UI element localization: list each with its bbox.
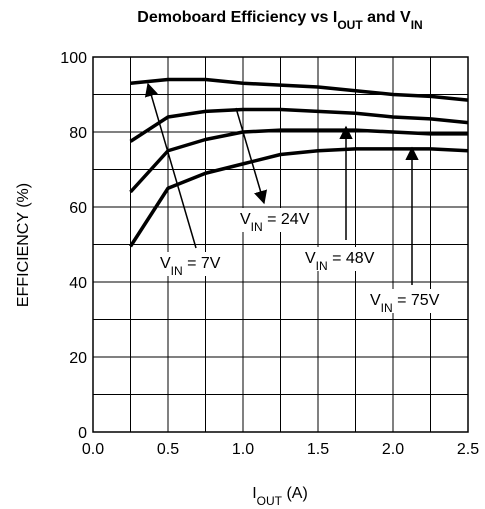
subscript: OUT — [337, 18, 363, 32]
y-tick-label: 60 — [69, 200, 87, 217]
y-tick-label: 100 — [60, 50, 87, 67]
text-part: V — [160, 255, 171, 272]
x-tick-label: 1.0 — [232, 441, 254, 458]
arrow — [235, 107, 268, 205]
subscript: IN — [411, 18, 423, 32]
subscript: IN — [316, 259, 328, 273]
x-tick-label: 2.0 — [382, 441, 404, 458]
x-axis-label: IOUT (A) — [252, 485, 308, 508]
x-tick-label: 0.0 — [82, 441, 104, 458]
annotation-bg — [237, 208, 313, 232]
text-part: V — [370, 292, 381, 309]
plot-frame — [92, 56, 469, 433]
line-series — [129, 147, 469, 248]
annotation: VIN = 7V — [160, 255, 221, 278]
text-part: (A) — [282, 485, 308, 502]
x-tick-label: 0.5 — [157, 441, 179, 458]
annotation: VIN = 75V — [370, 292, 440, 315]
y-tick-label: 40 — [69, 275, 87, 292]
subscript: IN — [171, 264, 183, 278]
y-axis-label: EFFICIENCY (%) — [15, 183, 32, 307]
subscript: OUT — [257, 494, 283, 508]
arrow — [144, 82, 197, 249]
text-part: = 48V — [328, 250, 375, 267]
chart-title: Demoboard Efficiency vs IOUT and VIN — [137, 9, 422, 32]
text-part: = 24V — [263, 211, 310, 228]
subscript: IN — [381, 301, 393, 315]
y-tick-label: 20 — [69, 350, 87, 367]
text-part: I — [252, 485, 256, 502]
line-series — [130, 77, 469, 102]
annotation-bg — [302, 247, 378, 271]
y-tick-label: 0 — [78, 425, 87, 442]
text-part: V — [305, 250, 316, 267]
text-part: Demoboard Efficiency vs I — [137, 9, 337, 26]
subscript: IN — [251, 220, 263, 234]
text-part: and V — [363, 9, 411, 26]
line-series — [129, 128, 468, 194]
annotation: VIN = 48V — [305, 250, 375, 273]
y-tick-label: 80 — [69, 125, 87, 142]
line-series — [129, 107, 469, 143]
text-part: V — [240, 211, 251, 228]
text-part: = 75V — [393, 292, 440, 309]
x-tick-label: 1.5 — [307, 441, 329, 458]
annotation-bg — [157, 252, 224, 276]
x-tick-label: 2.5 — [457, 441, 479, 458]
annotation-bg — [367, 289, 443, 313]
annotation: VIN = 24V — [240, 211, 310, 234]
text-part: = 7V — [183, 255, 221, 272]
